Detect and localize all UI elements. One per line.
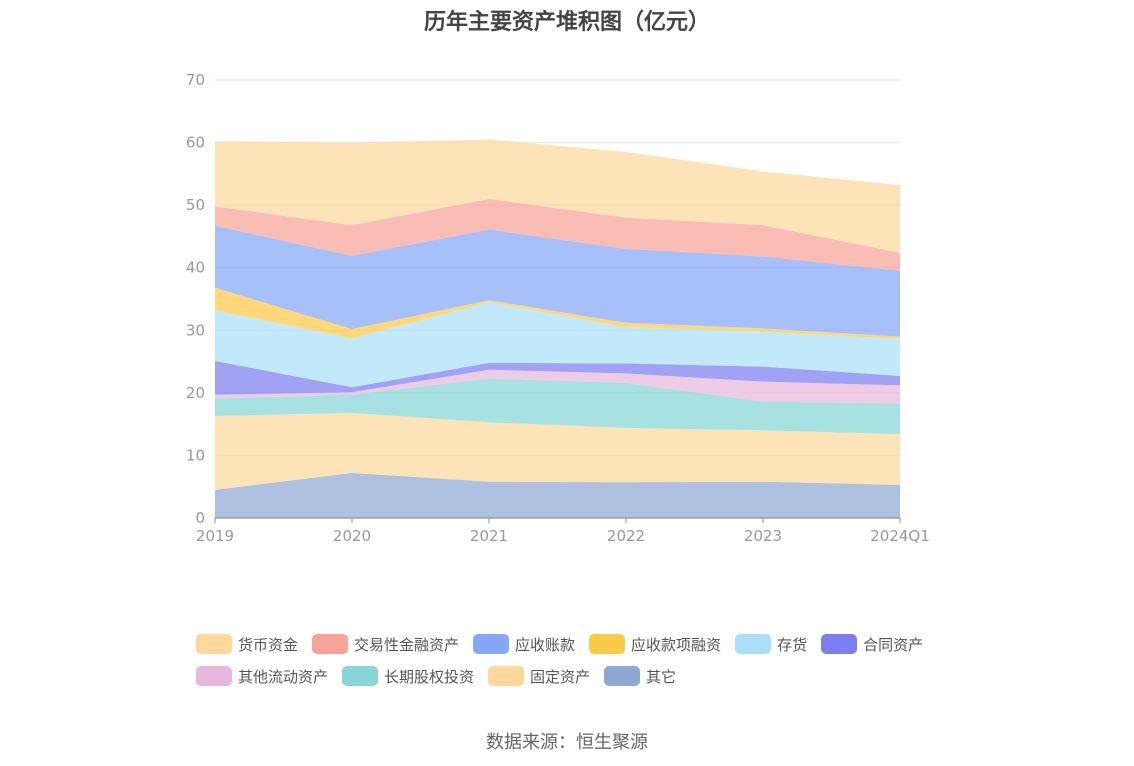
- legend-label: 合同资产: [863, 635, 924, 654]
- legend-swatch: [589, 634, 626, 654]
- legend-item[interactable]: 其它: [604, 666, 676, 687]
- legend-swatch: [821, 634, 858, 654]
- legend-label: 货币资金: [238, 635, 299, 654]
- area-layer: [215, 139, 900, 518]
- x-tick-label: 2024Q1: [870, 527, 930, 545]
- area-series-5: [215, 302, 900, 388]
- legend-label: 存货: [777, 635, 808, 654]
- legend-item[interactable]: 应收款项融资: [589, 634, 721, 655]
- legend-item[interactable]: 长期股权投资: [342, 666, 474, 687]
- stacked-area-chart: 0 10 20 30 40 50 60 70 2019 2020 2021 2022 2023 2024Q…: [186, 71, 930, 545]
- axis-layer: 0 10 20 30 40 50 60 70 2019 2020 2021 2022 2023 2024Q…: [186, 71, 930, 545]
- y-tick-label: 70: [186, 71, 205, 89]
- y-tick-label: 20: [186, 384, 205, 402]
- x-tick-label: 2022: [607, 527, 645, 545]
- x-tick-label: 2020: [333, 527, 371, 545]
- legend-item[interactable]: 固定资产: [488, 666, 590, 687]
- source-note: 数据来源：恒生聚源: [486, 732, 648, 753]
- area-series-7: [215, 225, 900, 337]
- area-series-6: [215, 287, 900, 340]
- legend-item[interactable]: 合同资产: [821, 634, 923, 655]
- legend-label: 交易性金融资产: [354, 635, 460, 654]
- legend-row: 货币资金 交易性金融资产 应收账款 应收款项融资 存货 合同资产: [196, 628, 956, 660]
- y-tick-label: 40: [186, 259, 205, 277]
- area-series-3: [215, 369, 900, 404]
- y-tick-label: 60: [186, 134, 205, 152]
- legend-label: 长期股权投资: [384, 667, 475, 686]
- legend-item[interactable]: 应收账款: [473, 634, 575, 655]
- legend: 货币资金 交易性金融资产 应收账款 应收款项融资 存货 合同资产其他流动资产 长期股权投资 固…: [196, 628, 956, 692]
- area-series-0: [215, 472, 900, 518]
- y-tick-label: 30: [186, 321, 205, 339]
- x-tick-label: 2021: [470, 527, 508, 545]
- y-tick-label: 10: [186, 446, 205, 464]
- legend-swatch: [196, 634, 232, 654]
- chart-title: 历年主要资产堆积图（亿元）: [423, 10, 710, 35]
- legend-swatch: [488, 666, 525, 686]
- legend-label: 应收款项融资: [631, 635, 722, 654]
- legend-label: 其他流动资产: [238, 667, 329, 686]
- legend-item[interactable]: 其他流动资产: [196, 666, 328, 687]
- legend-swatch: [196, 666, 232, 686]
- legend-label: 应收账款: [515, 635, 576, 654]
- x-tick-label: 2023: [744, 527, 782, 545]
- legend-item[interactable]: 交易性金融资产: [312, 634, 459, 655]
- legend-swatch: [604, 666, 641, 686]
- legend-label: 其它: [646, 667, 677, 686]
- legend-swatch: [342, 666, 379, 686]
- legend-swatch: [473, 634, 510, 654]
- area-series-2: [215, 378, 900, 435]
- legend-label: 固定资产: [530, 667, 591, 686]
- legend-item[interactable]: 存货: [735, 634, 807, 655]
- legend-row: 其他流动资产 长期股权投资 固定资产 其它: [196, 660, 956, 692]
- legend-swatch: [312, 634, 349, 654]
- area-series-4: [215, 360, 900, 395]
- area-series-9: [215, 139, 900, 253]
- y-tick-label: 0: [195, 509, 205, 527]
- legend-swatch: [735, 634, 772, 654]
- area-series-1: [215, 412, 900, 490]
- legend-item[interactable]: 货币资金: [196, 634, 298, 655]
- y-tick-label: 50: [186, 196, 205, 214]
- area-series-8: [215, 198, 900, 271]
- x-tick-label: 2019: [196, 527, 234, 545]
